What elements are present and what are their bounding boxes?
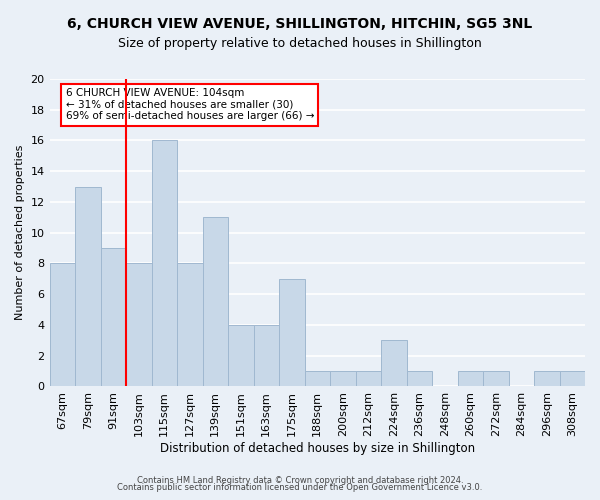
Text: Contains public sector information licensed under the Open Government Licence v3: Contains public sector information licen… bbox=[118, 484, 482, 492]
Bar bbox=[75, 186, 101, 386]
Bar bbox=[50, 264, 75, 386]
Text: 6, CHURCH VIEW AVENUE, SHILLINGTON, HITCHIN, SG5 3NL: 6, CHURCH VIEW AVENUE, SHILLINGTON, HITC… bbox=[67, 18, 533, 32]
Text: Size of property relative to detached houses in Shillington: Size of property relative to detached ho… bbox=[118, 38, 482, 51]
Bar bbox=[126, 264, 152, 386]
X-axis label: Distribution of detached houses by size in Shillington: Distribution of detached houses by size … bbox=[160, 442, 475, 455]
Bar bbox=[458, 371, 483, 386]
Text: 6 CHURCH VIEW AVENUE: 104sqm
← 31% of detached houses are smaller (30)
69% of se: 6 CHURCH VIEW AVENUE: 104sqm ← 31% of de… bbox=[65, 88, 314, 122]
Bar bbox=[101, 248, 126, 386]
Bar bbox=[560, 371, 585, 386]
Bar bbox=[330, 371, 356, 386]
Bar bbox=[534, 371, 560, 386]
Text: Contains HM Land Registry data © Crown copyright and database right 2024.: Contains HM Land Registry data © Crown c… bbox=[137, 476, 463, 485]
Y-axis label: Number of detached properties: Number of detached properties bbox=[15, 145, 25, 320]
Bar bbox=[279, 279, 305, 386]
Bar bbox=[483, 371, 509, 386]
Bar bbox=[305, 371, 330, 386]
Bar bbox=[254, 325, 279, 386]
Bar bbox=[381, 340, 407, 386]
Bar bbox=[177, 264, 203, 386]
Bar bbox=[356, 371, 381, 386]
Bar bbox=[203, 218, 228, 386]
Bar bbox=[407, 371, 432, 386]
Bar bbox=[152, 140, 177, 386]
Bar bbox=[228, 325, 254, 386]
